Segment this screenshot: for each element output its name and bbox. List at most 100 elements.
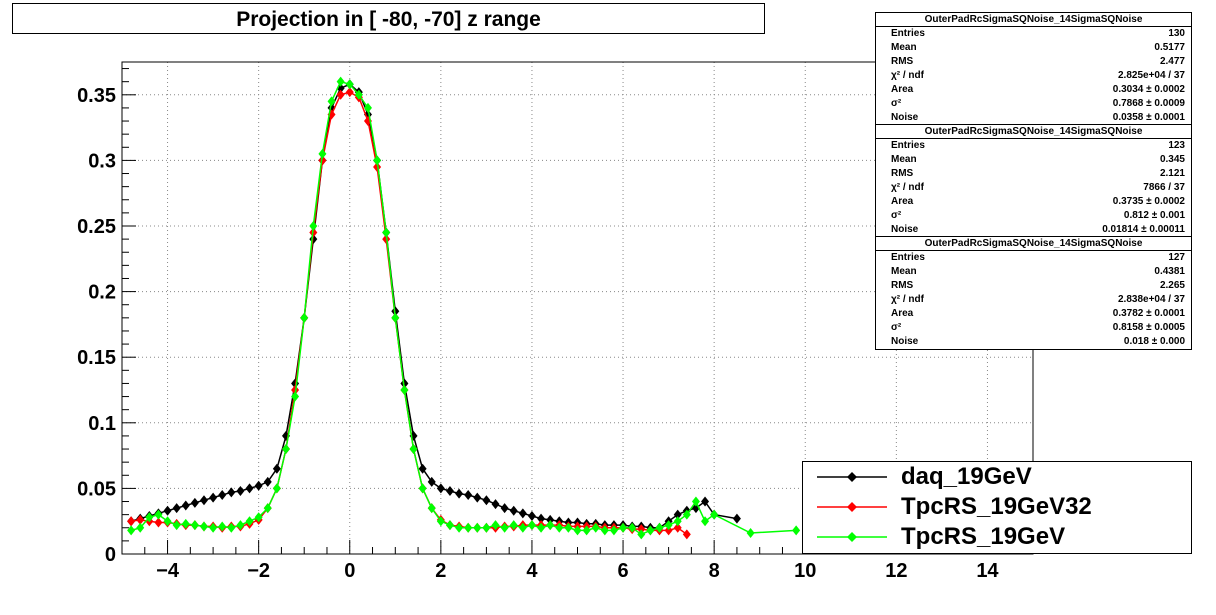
stats-key: χ² / ndf <box>891 182 924 193</box>
series-line <box>130 91 688 535</box>
data-point <box>464 489 473 500</box>
data-point <box>500 503 509 514</box>
stats-value: 0.0358 ± 0.0001 <box>1112 112 1185 123</box>
stats-title: OuterPadRcSigmaSQNoise_14SigmaSQNoise <box>876 237 1191 251</box>
y-tick-label: 0.2 <box>88 282 116 304</box>
data-point <box>281 444 290 455</box>
data-point <box>701 496 710 507</box>
stats-key: RMS <box>891 280 914 291</box>
stats-row: σ² 0.7868 ± 0.0009 <box>876 97 1191 111</box>
stats-key: Noise <box>891 336 919 347</box>
data-point <box>691 496 700 507</box>
data-point <box>427 503 436 514</box>
data-point <box>491 499 500 510</box>
data-point <box>336 89 345 100</box>
data-point <box>400 385 409 395</box>
stats-value: 2.838e+04 / 37 <box>1117 294 1185 305</box>
stats-row: Noise 0.01814 ± 0.00011 <box>876 223 1191 237</box>
stats-key: σ² <box>891 210 902 221</box>
data-point <box>482 495 491 506</box>
legend-item-daq: daq_19GeV <box>803 462 1191 492</box>
data-point <box>546 520 555 531</box>
data-point <box>792 525 801 536</box>
stats-value: 2.477 <box>1159 56 1185 67</box>
data-point <box>190 497 199 508</box>
stats-key: Entries <box>891 252 925 263</box>
data-point <box>482 522 491 533</box>
data-point <box>181 500 190 511</box>
data-point <box>163 505 172 516</box>
stats-title: OuterPadRcSigmaSQNoise_14SigmaSQNoise <box>876 125 1191 139</box>
stats-row: RMS 2.477 <box>876 55 1191 69</box>
stats-row: σ² 0.8158 ± 0.0005 <box>876 321 1191 335</box>
data-point <box>464 522 473 533</box>
data-point <box>418 463 427 474</box>
stats-row: Noise 0.0358 ± 0.0001 <box>876 111 1191 125</box>
y-tick-label: 0.3 <box>88 150 116 172</box>
data-point <box>400 378 409 389</box>
stats-box: OuterPadRcSigmaSQNoise_14SigmaSQNoise Ent… <box>875 124 1192 238</box>
stats-row: Entries 127 <box>876 251 1191 265</box>
data-point <box>154 509 163 520</box>
data-point <box>473 492 482 503</box>
data-point <box>327 96 336 107</box>
y-tick-label: 0.25 <box>77 216 116 238</box>
data-point <box>701 516 710 527</box>
x-tick-label: 4 <box>526 560 538 582</box>
legend-label: daq_19GeV <box>901 463 1032 490</box>
data-point <box>664 525 673 536</box>
data-point <box>227 522 236 533</box>
stats-key: σ² <box>891 98 902 109</box>
y-tick-label: 0.35 <box>77 85 116 107</box>
data-point <box>682 509 691 520</box>
series-1 <box>127 87 691 540</box>
stats-value: 0.018 ± 0.000 <box>1123 336 1185 347</box>
y-tick-label: 0.15 <box>77 347 116 369</box>
data-point <box>555 522 564 533</box>
stats-key: Area <box>891 196 914 207</box>
data-point <box>236 486 245 497</box>
data-point <box>136 522 145 533</box>
stats-row: Mean 0.5177 <box>876 41 1191 55</box>
stats-row: RMS 2.265 <box>876 279 1191 293</box>
data-point <box>127 516 136 527</box>
stats-row: Mean 0.345 <box>876 153 1191 167</box>
stats-row: Area 0.3735 ± 0.0002 <box>876 195 1191 209</box>
x-tick-label: −4 <box>156 560 180 582</box>
y-tick-label: 0.05 <box>77 478 116 500</box>
x-tick-label: 0 <box>344 560 355 582</box>
legend-label: TpcRS_19GeV <box>901 523 1066 550</box>
stats-value: 123 <box>1168 140 1185 151</box>
data-point <box>209 522 218 533</box>
data-point <box>199 495 208 506</box>
stats-value: 2.265 <box>1159 280 1185 291</box>
data-point <box>564 522 573 533</box>
data-point <box>591 522 600 533</box>
stats-key: σ² <box>891 322 902 333</box>
stats-key: Entries <box>891 140 925 151</box>
stats-row: Entries 130 <box>876 27 1191 41</box>
data-point <box>263 476 272 487</box>
data-point <box>309 221 318 231</box>
x-tick-label: −2 <box>247 560 270 582</box>
stats-key: Mean <box>891 154 917 165</box>
data-point <box>527 520 536 531</box>
x-tick-label: 14 <box>976 560 999 582</box>
x-tick-label: 8 <box>709 560 720 582</box>
stats-key: Area <box>891 308 914 319</box>
stats-row: RMS 2.121 <box>876 167 1191 181</box>
data-point <box>127 525 136 536</box>
data-point <box>573 525 582 536</box>
data-point <box>427 476 436 487</box>
stats-key: Area <box>891 84 914 95</box>
legend-item-tpcrs32: TpcRS_19GeV32 <box>803 492 1191 522</box>
data-point <box>655 522 664 533</box>
data-point <box>436 483 445 494</box>
data-point <box>218 521 227 532</box>
data-point <box>673 516 682 527</box>
data-point <box>218 489 227 500</box>
stats-row: χ² / ndf 2.838e+04 / 37 <box>876 293 1191 307</box>
data-point <box>445 520 454 531</box>
data-point <box>455 522 464 533</box>
